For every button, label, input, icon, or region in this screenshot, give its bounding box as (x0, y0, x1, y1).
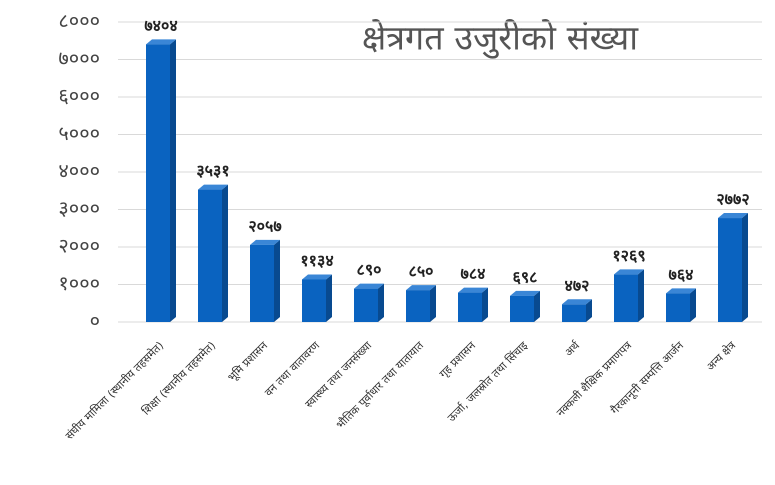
bar-top (250, 239, 280, 245)
bar-side (638, 269, 644, 322)
bar-side (274, 239, 280, 322)
x-tick-label: अर्थ (562, 338, 583, 359)
bar-side (430, 285, 436, 322)
value-label: ७४०४ (144, 16, 177, 35)
bar-side (586, 299, 592, 322)
bar (198, 189, 222, 322)
bar-top (666, 288, 696, 294)
value-label: ७८४ (461, 264, 486, 283)
y-tick-label: २००० (58, 234, 100, 258)
bar (510, 295, 534, 322)
y-tick-label: ० (90, 309, 100, 333)
value-label: ११३४ (300, 251, 333, 270)
bar (406, 290, 430, 322)
value-label: २७७२ (716, 190, 749, 209)
value-label: ३५३१ (196, 161, 229, 180)
bar (666, 293, 690, 322)
value-label: २०५७ (248, 216, 281, 235)
bar-top (198, 184, 228, 190)
x-tick-label: भौतिक पूर्वाधार तथा यातायात (334, 339, 428, 433)
bar (458, 292, 482, 322)
bar-top (146, 39, 176, 45)
bar-top (406, 285, 436, 291)
y-tick-label: ८००० (58, 9, 100, 33)
x-tick-label: संघीय मामिला (स्थानीय तहसमेत) (63, 339, 166, 442)
bar-top (562, 299, 592, 305)
x-tick-label: गृह प्रशासन (437, 338, 479, 380)
bar-top (354, 283, 384, 289)
y-tick-label: १००० (58, 271, 100, 295)
y-tick-label: ३००० (58, 196, 100, 220)
value-label: ६९८ (513, 267, 538, 286)
bar-top (302, 274, 332, 280)
y-tick-label: ६००० (58, 84, 100, 108)
bar (614, 274, 638, 322)
bar-side (742, 213, 748, 322)
bar-side (690, 288, 696, 322)
bar-side (534, 290, 540, 322)
bar (718, 218, 742, 322)
bar (354, 288, 378, 322)
bar-top (614, 269, 644, 275)
y-tick-label: ५००० (58, 121, 100, 145)
value-label: १२६९ (612, 246, 645, 265)
bar (146, 44, 170, 322)
bar (562, 304, 586, 322)
bar-side (326, 274, 332, 322)
bar-top (510, 290, 540, 296)
bar-side (170, 39, 176, 322)
bar (250, 244, 274, 322)
value-label: ४७२ (565, 276, 590, 295)
value-label: ८५० (409, 262, 434, 281)
bar-top (458, 287, 488, 293)
bar-side (222, 184, 228, 322)
x-tick-label: अन्य क्षेत्र (704, 338, 739, 373)
y-tick-label: ७००० (58, 46, 100, 70)
bar (302, 279, 326, 322)
y-tick-label: ४००० (58, 159, 100, 183)
bar-side (378, 283, 384, 322)
bar-side (482, 287, 488, 322)
value-label: ८९० (357, 260, 382, 279)
value-label: ७६४ (669, 265, 694, 284)
x-tick-label: भूमि प्रशासन (225, 338, 271, 384)
bar-top (718, 213, 748, 219)
chart-title: क्षेत्रगत उजुरीको संख्या (362, 19, 639, 60)
